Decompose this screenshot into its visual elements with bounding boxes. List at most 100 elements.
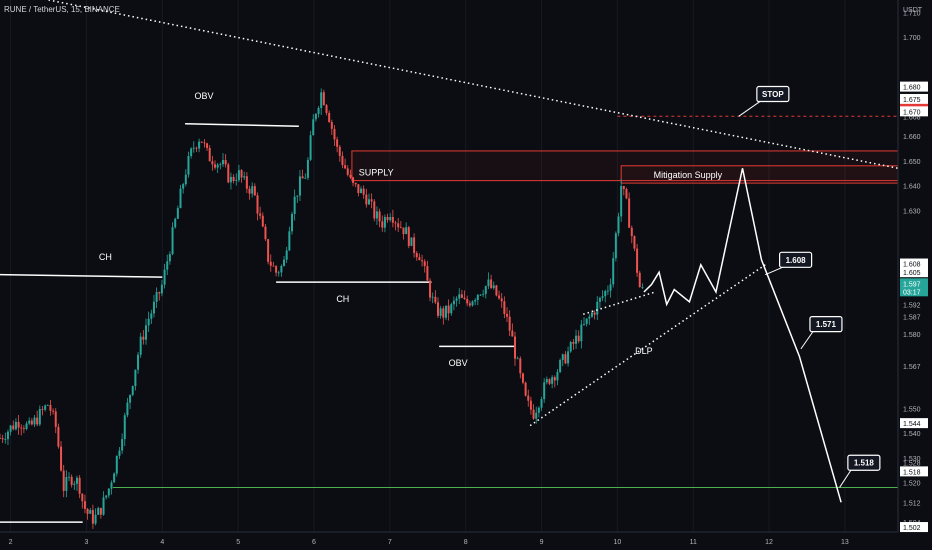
candle bbox=[240, 169, 243, 183]
candle-body bbox=[503, 301, 506, 314]
candle bbox=[237, 164, 240, 183]
candle-body bbox=[179, 188, 182, 209]
candle bbox=[580, 319, 583, 349]
candle bbox=[182, 182, 185, 194]
candle bbox=[248, 185, 251, 200]
candle bbox=[224, 154, 227, 168]
candle-body bbox=[73, 483, 76, 485]
candle-body bbox=[240, 170, 243, 178]
candle bbox=[551, 375, 554, 389]
candle bbox=[468, 300, 471, 308]
candle bbox=[529, 396, 532, 415]
candle bbox=[410, 237, 413, 247]
candle-body bbox=[123, 415, 126, 440]
candle bbox=[508, 310, 511, 337]
candle bbox=[17, 414, 20, 435]
candle-body bbox=[354, 182, 357, 185]
candle bbox=[460, 289, 463, 299]
candle bbox=[65, 470, 68, 498]
candle-body bbox=[6, 431, 9, 440]
candle bbox=[322, 89, 325, 106]
candle bbox=[333, 125, 336, 147]
price-badge-label: 1.608 bbox=[903, 262, 921, 269]
candle bbox=[259, 206, 262, 220]
candle bbox=[431, 292, 434, 304]
candle bbox=[134, 369, 137, 391]
time-axis[interactable]: 2 3 4 5 6 7 8 9 10 11 12 13 bbox=[9, 539, 849, 546]
candle-body bbox=[272, 265, 275, 267]
candle bbox=[275, 264, 278, 277]
candle-body bbox=[14, 421, 17, 430]
price-badge-label: 1.605 bbox=[903, 270, 921, 277]
time-axis-panel[interactable] bbox=[0, 532, 898, 550]
candle bbox=[102, 491, 105, 516]
candle bbox=[492, 281, 495, 290]
candle bbox=[214, 160, 217, 170]
candle-body bbox=[33, 417, 36, 425]
price-badge-label: 1.502 bbox=[903, 525, 921, 532]
price-badge-label: 1.675 bbox=[903, 97, 921, 104]
candle-body bbox=[535, 412, 538, 419]
x-tick-label: 8 bbox=[464, 539, 468, 546]
candle bbox=[426, 260, 429, 281]
candle bbox=[612, 252, 615, 288]
candle bbox=[121, 433, 124, 454]
candle bbox=[527, 389, 530, 407]
candle-body bbox=[38, 409, 41, 425]
candle-body bbox=[187, 156, 190, 175]
annotations: OBV CH CH OBV SUPPLY Mitigation Supply DLP bbox=[99, 91, 723, 368]
candle bbox=[158, 291, 161, 301]
candle bbox=[232, 174, 235, 184]
candle-body bbox=[1, 438, 4, 440]
candle-body bbox=[195, 147, 198, 149]
candle-body bbox=[487, 279, 490, 287]
candle-body bbox=[620, 186, 623, 217]
candle-body bbox=[110, 482, 113, 489]
candle bbox=[482, 289, 485, 298]
candle-body bbox=[139, 336, 142, 355]
candle-body bbox=[243, 176, 246, 178]
candle-body bbox=[442, 308, 445, 318]
candle-body bbox=[585, 318, 588, 324]
candle-body bbox=[641, 287, 644, 288]
candle bbox=[583, 317, 586, 326]
y-tick-label: 1.592 bbox=[903, 302, 921, 309]
candle-body bbox=[261, 215, 264, 227]
candle-body bbox=[259, 213, 262, 216]
label-ch-middle: CH bbox=[336, 294, 349, 304]
candle bbox=[537, 406, 540, 418]
candle-body bbox=[633, 236, 636, 249]
candle bbox=[463, 290, 466, 300]
candle bbox=[365, 188, 368, 208]
candle-body bbox=[126, 402, 129, 416]
candle bbox=[291, 211, 294, 235]
candle bbox=[227, 162, 230, 184]
candle bbox=[434, 290, 437, 305]
candle-body bbox=[413, 237, 416, 253]
candle-body bbox=[158, 292, 161, 294]
candle-body bbox=[97, 507, 100, 515]
candle bbox=[484, 285, 487, 299]
candle bbox=[641, 283, 644, 290]
candle-body bbox=[580, 324, 583, 342]
candle bbox=[301, 169, 304, 179]
zones bbox=[351, 150, 899, 184]
candle bbox=[577, 330, 580, 344]
callout-text: 1.608 bbox=[786, 256, 807, 265]
candle-body bbox=[492, 285, 495, 289]
candle-body bbox=[421, 260, 424, 262]
candle bbox=[160, 279, 163, 297]
symbol-header[interactable]: RUNE / TetherUS, 15, BINANCE bbox=[4, 5, 120, 14]
candle-body bbox=[556, 372, 559, 381]
candle-body bbox=[325, 105, 328, 113]
candle-body bbox=[150, 313, 153, 319]
candle bbox=[556, 369, 559, 386]
candle-body bbox=[54, 411, 57, 427]
candle bbox=[115, 455, 118, 477]
candle-body bbox=[28, 420, 31, 424]
candle bbox=[57, 423, 60, 449]
price-axis[interactable]: 1.710 1.700 1.675 1.668 1.660 1.650 1.640 1.630… bbox=[900, 10, 928, 533]
candle bbox=[70, 474, 73, 488]
candle bbox=[73, 480, 76, 490]
candle-body bbox=[190, 148, 193, 157]
